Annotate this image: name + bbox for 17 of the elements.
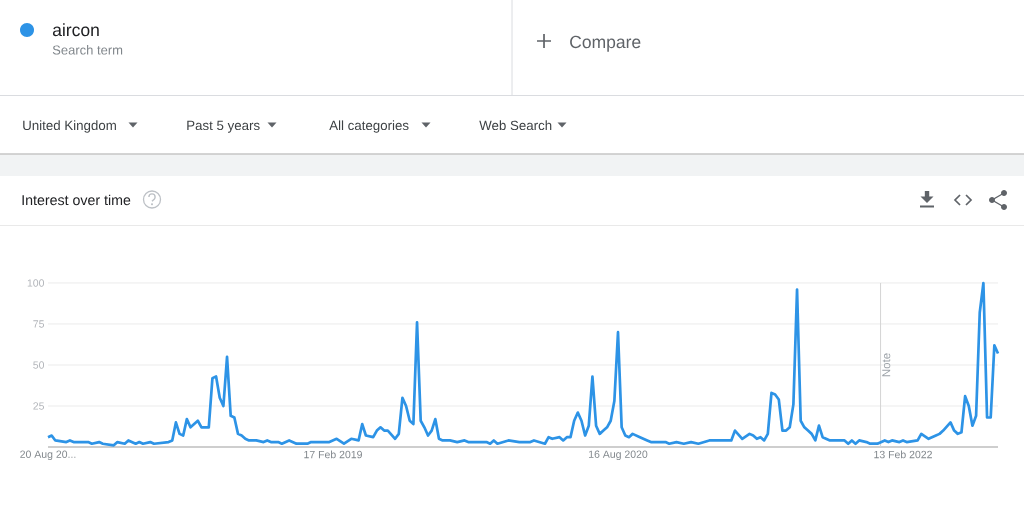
chart-title: Interest over time	[22, 194, 131, 206]
ref-line-label: Note	[882, 353, 891, 377]
text: United Kingdom	[23, 120, 116, 133]
x-tick-label: 13 Feb 2022	[874, 450, 932, 459]
y-tick-label: 75	[33, 320, 45, 328]
y-tick-label: 25	[33, 402, 45, 410]
text: Compare	[570, 35, 641, 52]
x-tick-label: 20 Aug 20...	[20, 450, 76, 461]
y-tick-label: 100	[27, 279, 45, 287]
legend-label: aircon	[52, 23, 99, 37]
text: All categories	[329, 120, 409, 133]
text: Search term	[52, 45, 123, 55]
text: Web Search	[479, 120, 552, 131]
x-tick-label: 16 Aug 2020	[589, 450, 648, 461]
y-tick-label: 50	[33, 361, 45, 369]
x-tick-label: 17 Feb 2019	[304, 450, 362, 459]
text: Past 5 years	[187, 120, 260, 133]
